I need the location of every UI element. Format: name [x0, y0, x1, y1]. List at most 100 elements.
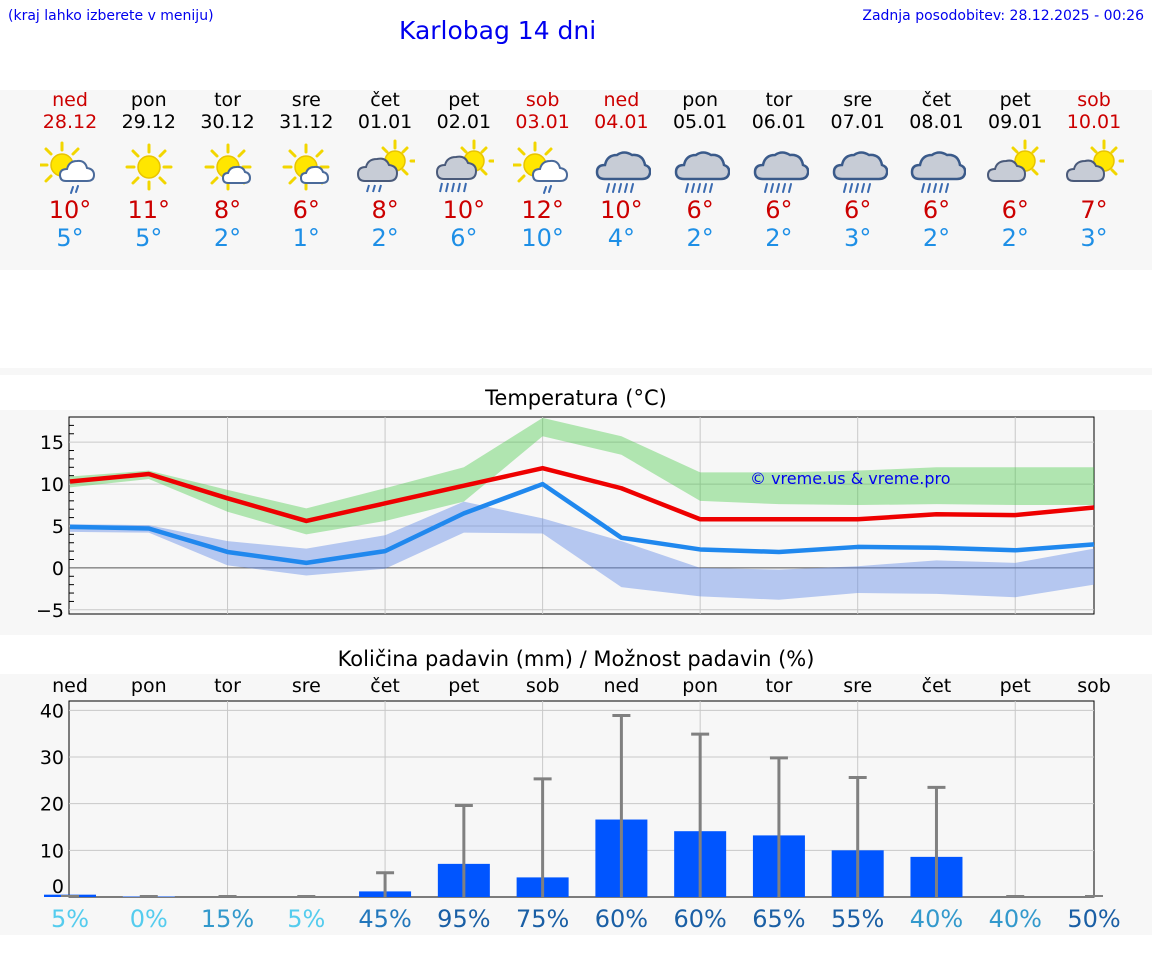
min-temperature: 2° [686, 224, 714, 252]
precip-chance: 5% [51, 905, 89, 933]
max-temperature: 6° [292, 196, 320, 224]
day-date: 30.12 [200, 111, 255, 133]
max-temperature: 6° [686, 196, 714, 224]
min-range-band [70, 501, 1095, 600]
day-column: ned 04.01 10° 4° [582, 89, 660, 252]
day-column: čet 01.01 8° 2° [346, 89, 424, 252]
day-label: pon [682, 675, 718, 697]
cloud-rain-icon [674, 151, 731, 193]
day-date: 06.01 [751, 111, 807, 133]
day-label: čet [922, 675, 952, 697]
max-temperature: 10° [442, 196, 486, 224]
day-column: pon 05.01 6° 2° [661, 89, 739, 252]
sun-small-cloud-icon [204, 143, 252, 191]
day-column: ned 28.12 10° 5° [31, 89, 109, 252]
sun-icon [125, 143, 173, 191]
day-date: 07.01 [830, 111, 885, 133]
min-temperature: 2° [1001, 224, 1029, 252]
day-column: tor 30.12 8° 2° [189, 89, 267, 252]
max-temperature: 10° [600, 196, 643, 224]
precip-chance: 45% [358, 905, 411, 933]
max-temperature: 10° [48, 196, 92, 224]
day-date: 29.12 [121, 111, 176, 133]
min-temperature-line [69, 481, 1095, 566]
day-column: pet 09.01 6° 2° [976, 89, 1054, 252]
day-name: pet [448, 89, 480, 111]
day-date: 08.01 [909, 111, 964, 133]
day-name: sob [1077, 89, 1111, 111]
day-name: pon [130, 89, 167, 111]
precip-chance: 55% [831, 905, 884, 933]
min-temperature: 5° [135, 224, 163, 252]
precip-chance: 95% [437, 905, 490, 933]
day-label: sob [526, 675, 560, 697]
min-temperature: 3° [1080, 224, 1108, 252]
max-temperature: 6° [1001, 196, 1029, 224]
min-temperature: 4° [607, 224, 636, 252]
precip-chance: 40% [989, 905, 1042, 933]
precip-chance: 5% [287, 905, 325, 933]
max-temperature: 6° [922, 196, 951, 224]
min-temperature: 6° [450, 224, 478, 252]
precip-chance: 60% [673, 905, 726, 933]
day-label: sre [843, 675, 872, 697]
precipitation-chart: 0 10 20 30 40 ned pon tor sre čet pet sob ned pon tor s… [40, 675, 1121, 933]
last-updated: Zadnja posodobitev: 28.12.2025 - 00:26 [862, 8, 1144, 24]
day-date: 03.01 [515, 111, 570, 133]
day-date: 28.12 [42, 111, 98, 133]
day-date: 01.01 [357, 111, 413, 133]
watermark: © vreme.us & vreme.pro [750, 469, 951, 488]
min-temperature: 2° [371, 224, 399, 252]
day-name: tor [765, 89, 793, 111]
precip-chance: 0% [130, 905, 168, 933]
day-column: tor 06.01 6° 2° [740, 89, 818, 252]
day-label: sre [292, 675, 321, 697]
y-tick-label: 30 [40, 747, 64, 769]
cloud-sun-rain-icon [357, 139, 416, 193]
day-column: sob 03.01 12° 10° [504, 89, 582, 252]
day-name: čet [370, 89, 400, 111]
day-name: sre [291, 89, 321, 111]
day-date: 09.01 [988, 111, 1043, 133]
day-date: 05.01 [672, 111, 728, 133]
sun-small-cloud-icon [282, 143, 330, 191]
y-tick-label: 10 [40, 474, 64, 496]
y-tick-label: 5 [52, 516, 64, 538]
day-label: ned [603, 675, 639, 697]
max-range-band [70, 417, 1095, 535]
precip-chance: 60% [595, 905, 648, 933]
y-tick-label: −5 [36, 600, 64, 622]
day-date: 31.12 [279, 111, 334, 133]
min-temperature: 3° [844, 224, 872, 252]
max-temperature-line [69, 465, 1095, 524]
max-temperature: 12° [521, 196, 564, 224]
sun-behind-cloud-icon [1065, 139, 1124, 182]
min-temperature: 2° [922, 224, 951, 252]
day-name: pet [999, 89, 1031, 111]
day-label: čet [370, 675, 400, 697]
max-temperature: 8° [371, 196, 399, 224]
separator [0, 368, 1152, 375]
day-name: sre [843, 89, 873, 111]
temperature-chart-title: Temperatura (°C) [485, 386, 667, 410]
day-name: ned [603, 89, 640, 111]
cloud-rain-icon [832, 151, 888, 193]
day-date: 02.01 [436, 111, 492, 133]
y-tick-label: 40 [40, 700, 64, 722]
max-temperature: 6° [765, 196, 793, 224]
precip-chance: 50% [1067, 905, 1120, 933]
day-name: čet [921, 89, 952, 111]
day-name: pon [682, 89, 719, 111]
cloud-rain-icon [596, 151, 652, 193]
min-temperature: 1° [292, 224, 320, 252]
day-label: pet [448, 675, 479, 697]
sun-behind-cloud-icon [987, 139, 1046, 182]
day-label: pet [1000, 675, 1031, 697]
location-menu-hint[interactable]: (kraj lahko izberete v meniju) [8, 8, 214, 24]
y-tick-label: 15 [40, 432, 64, 454]
day-name: tor [214, 89, 241, 111]
day-label: ned [52, 675, 88, 697]
max-temperature: 7° [1080, 196, 1108, 224]
max-temperature: 11° [127, 196, 171, 224]
day-date: 04.01 [594, 111, 649, 133]
